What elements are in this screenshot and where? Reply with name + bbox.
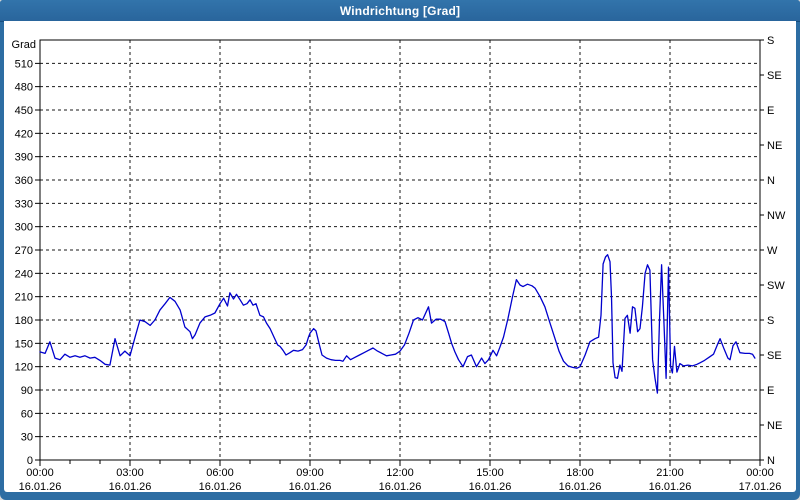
compass-tick-label: NE <box>767 420 782 432</box>
compass-tick-label: N <box>767 175 775 187</box>
compass-tick-label: NW <box>767 210 786 222</box>
x-date-label: 16.01.26 <box>469 481 512 493</box>
compass-tick-label: W <box>767 245 778 257</box>
compass-tick-label: SE <box>767 350 782 362</box>
x-time-label: 06:00 <box>206 467 234 479</box>
x-date-label: 16.01.26 <box>379 481 422 493</box>
x-date-label: 16.01.26 <box>109 481 152 493</box>
y-tick-label: 330 <box>15 198 33 210</box>
y-tick-label: 390 <box>15 152 33 164</box>
compass-tick-label: S <box>767 35 774 47</box>
y-tick-label: 180 <box>15 315 33 327</box>
x-time-label: 21:00 <box>656 467 684 479</box>
x-time-label: 12:00 <box>386 467 414 479</box>
x-date-label: 16.01.26 <box>199 481 242 493</box>
x-date-label: 16.01.26 <box>649 481 692 493</box>
y-tick-label: 150 <box>15 338 33 350</box>
x-time-label: 18:00 <box>566 467 594 479</box>
compass-tick-label: S <box>767 315 774 327</box>
y-tick-label: 120 <box>15 362 33 374</box>
y-tick-label: 480 <box>15 82 33 94</box>
y-tick-label: 0 <box>27 455 33 467</box>
compass-tick-label: SE <box>767 70 782 82</box>
y-axis-left: 0 30 60 90 120 150 180 210 240 270 300 330 360 390 420… <box>12 39 40 467</box>
x-date-label: 17.01.26 <box>739 481 782 493</box>
y-tick-label: 30 <box>21 432 33 444</box>
y-axis-right: N NE E SE S SW W NW N NE E SE S <box>760 35 786 467</box>
y-tick-label: 450 <box>15 105 33 117</box>
y-tick-label: 420 <box>15 128 33 140</box>
plot-frame <box>39 39 761 461</box>
x-axis: 00:00 16.01.26 03:00 16.01.26 06:00 16.01.26 0… <box>19 460 782 493</box>
y-tick-label: 300 <box>15 222 33 234</box>
x-date-label: 16.01.26 <box>19 481 62 493</box>
x-time-label: 00:00 <box>746 467 774 479</box>
series <box>39 254 756 394</box>
window-title: Windrichtung [Grad] <box>339 3 461 18</box>
y-tick-label: 210 <box>15 292 33 304</box>
compass-tick-label: E <box>767 105 774 117</box>
y-axis-title: Grad <box>12 39 36 51</box>
x-time-label: 09:00 <box>296 467 324 479</box>
y-tick-label: 360 <box>15 175 33 187</box>
y-tick-label: 240 <box>15 268 33 280</box>
compass-tick-label: E <box>767 385 774 397</box>
x-date-label: 16.01.26 <box>289 481 332 493</box>
x-time-label: 00:00 <box>26 467 54 479</box>
compass-tick-label: N <box>767 455 775 467</box>
y-tick-label: 510 <box>15 58 33 70</box>
y-tick-label: 90 <box>21 385 33 397</box>
x-time-label: 03:00 <box>116 467 144 479</box>
series-line-windrichtung <box>39 254 756 394</box>
y-tick-label: 270 <box>15 245 33 257</box>
compass-tick-label: SW <box>767 280 785 292</box>
y-tick-label: 60 <box>21 408 33 420</box>
compass-tick-label: NE <box>767 140 782 152</box>
gridlines <box>40 40 760 460</box>
x-date-label: 16.01.26 <box>559 481 602 493</box>
x-time-label: 15:00 <box>476 467 504 479</box>
